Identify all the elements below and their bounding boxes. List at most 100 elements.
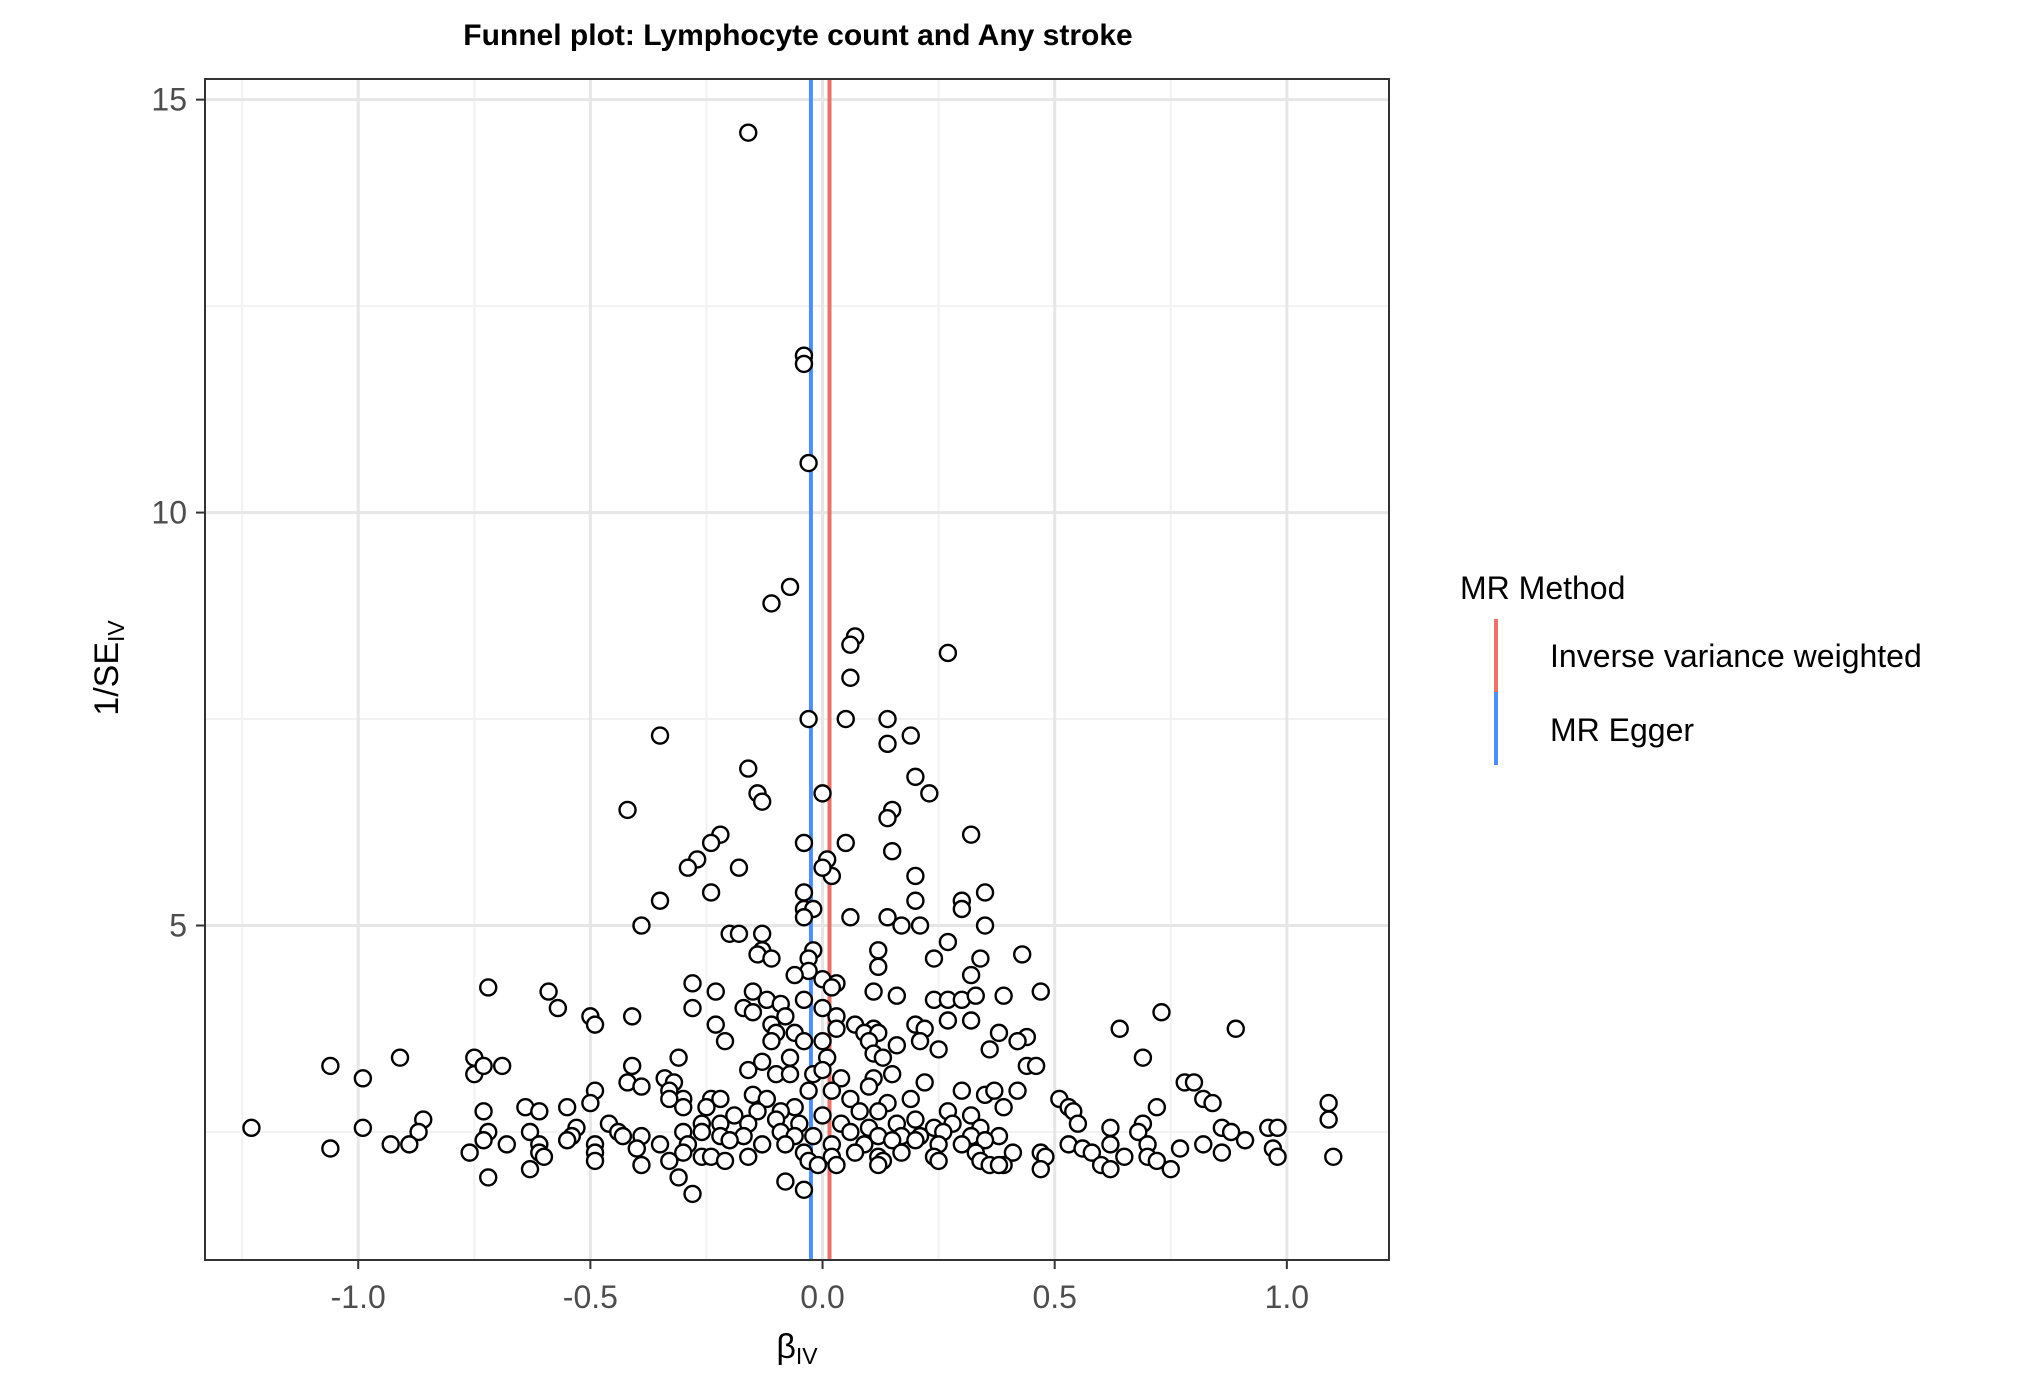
snp-point (497, 1135, 517, 1154)
snp-point (989, 1155, 1009, 1175)
snp-point (627, 1139, 647, 1158)
snp-point (966, 986, 985, 1005)
snp-point (929, 1040, 948, 1059)
snp-point (729, 924, 749, 943)
snp-point (1226, 1019, 1245, 1038)
snp-point (794, 990, 814, 1010)
snp-point (1319, 1110, 1338, 1129)
snp-point (1031, 1159, 1050, 1179)
snp-point (660, 1151, 679, 1171)
snp-point (864, 982, 883, 1001)
x-tick-label: 0.0 (800, 1279, 844, 1315)
snp-point (869, 941, 888, 960)
snp-point (813, 1031, 832, 1051)
snp-point (878, 734, 897, 754)
snp-point (873, 1048, 893, 1067)
snp-point (878, 709, 897, 729)
x-tick-label: -0.5 (563, 1279, 618, 1315)
snp-point (390, 1048, 410, 1067)
snp-point (692, 1122, 712, 1142)
snp-point (841, 1122, 860, 1142)
snp-point (1008, 1031, 1027, 1051)
snp-point (669, 1048, 688, 1067)
snp-point (985, 1081, 1004, 1100)
x-axis-title: βIV (776, 1328, 818, 1369)
snp-point (321, 1056, 340, 1076)
snp-point (799, 453, 818, 473)
snp-point (989, 1023, 1009, 1043)
snp-point (776, 1135, 795, 1154)
snp-point (813, 1106, 832, 1125)
snp-point (887, 1036, 907, 1055)
snp-point (794, 1180, 814, 1200)
snp-point (622, 1007, 642, 1026)
snp-point (715, 1031, 735, 1051)
snp-point (669, 1168, 688, 1187)
snp-point (618, 800, 637, 820)
snp-point (530, 1102, 549, 1121)
snp-point (780, 1048, 800, 1067)
snp-point (660, 1089, 679, 1109)
snp-point (683, 974, 702, 993)
snp-point (794, 833, 814, 853)
snp-point (1115, 1147, 1134, 1166)
plot-border (204, 78, 1390, 1261)
y-tick-label: 5 (169, 908, 187, 944)
snp-point (650, 726, 670, 745)
snp-point (534, 1147, 554, 1166)
snp-point (924, 949, 944, 968)
snp-point (1194, 1135, 1213, 1154)
snp-point (980, 1040, 999, 1059)
snp-point (799, 1081, 818, 1100)
snp-point (906, 767, 925, 787)
snp-point (1082, 1143, 1102, 1162)
snp-point (975, 883, 995, 902)
snp-point (557, 1131, 577, 1150)
snp-point (1152, 1003, 1171, 1022)
snp-point (794, 354, 814, 374)
y-axis-title-sub: IV (103, 620, 129, 642)
snp-point (938, 1011, 958, 1030)
snp-point (827, 1019, 846, 1038)
snp-point (715, 1151, 735, 1171)
snp-point (557, 1098, 577, 1117)
snp-point (757, 1089, 777, 1109)
snp-point (1268, 1147, 1287, 1166)
snp-point (1101, 1135, 1120, 1154)
snp-point (961, 1106, 981, 1125)
snp-point (794, 1031, 814, 1051)
snp-point (381, 1135, 400, 1154)
x-tick-label: -1.0 (331, 1279, 386, 1315)
x-axis-title-main: β (776, 1328, 796, 1366)
snp-point (1133, 1048, 1153, 1067)
snp-points (242, 123, 1343, 1204)
snp-point (938, 932, 958, 952)
snp-point (910, 916, 930, 935)
snp-point (975, 1131, 995, 1150)
x-axis-title-sub: IV (796, 1343, 818, 1369)
snp-point (492, 1056, 512, 1076)
snp-point (836, 709, 855, 729)
snp-point (920, 784, 939, 803)
snp-point (776, 1172, 795, 1191)
snp-point (906, 891, 925, 910)
snp-point (906, 866, 925, 886)
snp-point (1026, 1056, 1046, 1076)
snp-point (674, 1143, 693, 1162)
snp-point (952, 1081, 972, 1100)
snp-point (585, 1015, 605, 1034)
snp-point (581, 1093, 600, 1113)
snp-point (906, 1110, 925, 1129)
snp-point (613, 1126, 633, 1146)
snp-point (701, 833, 721, 853)
snp-point (878, 908, 897, 927)
snp-point (882, 1064, 902, 1084)
snp-point (841, 908, 860, 927)
snp-point (887, 986, 907, 1005)
snp-point (474, 1056, 493, 1076)
snp-point (906, 1131, 925, 1150)
snp-point (632, 916, 651, 935)
snp-point (961, 825, 981, 844)
snp-point (697, 1098, 716, 1117)
snp-point (794, 883, 814, 902)
